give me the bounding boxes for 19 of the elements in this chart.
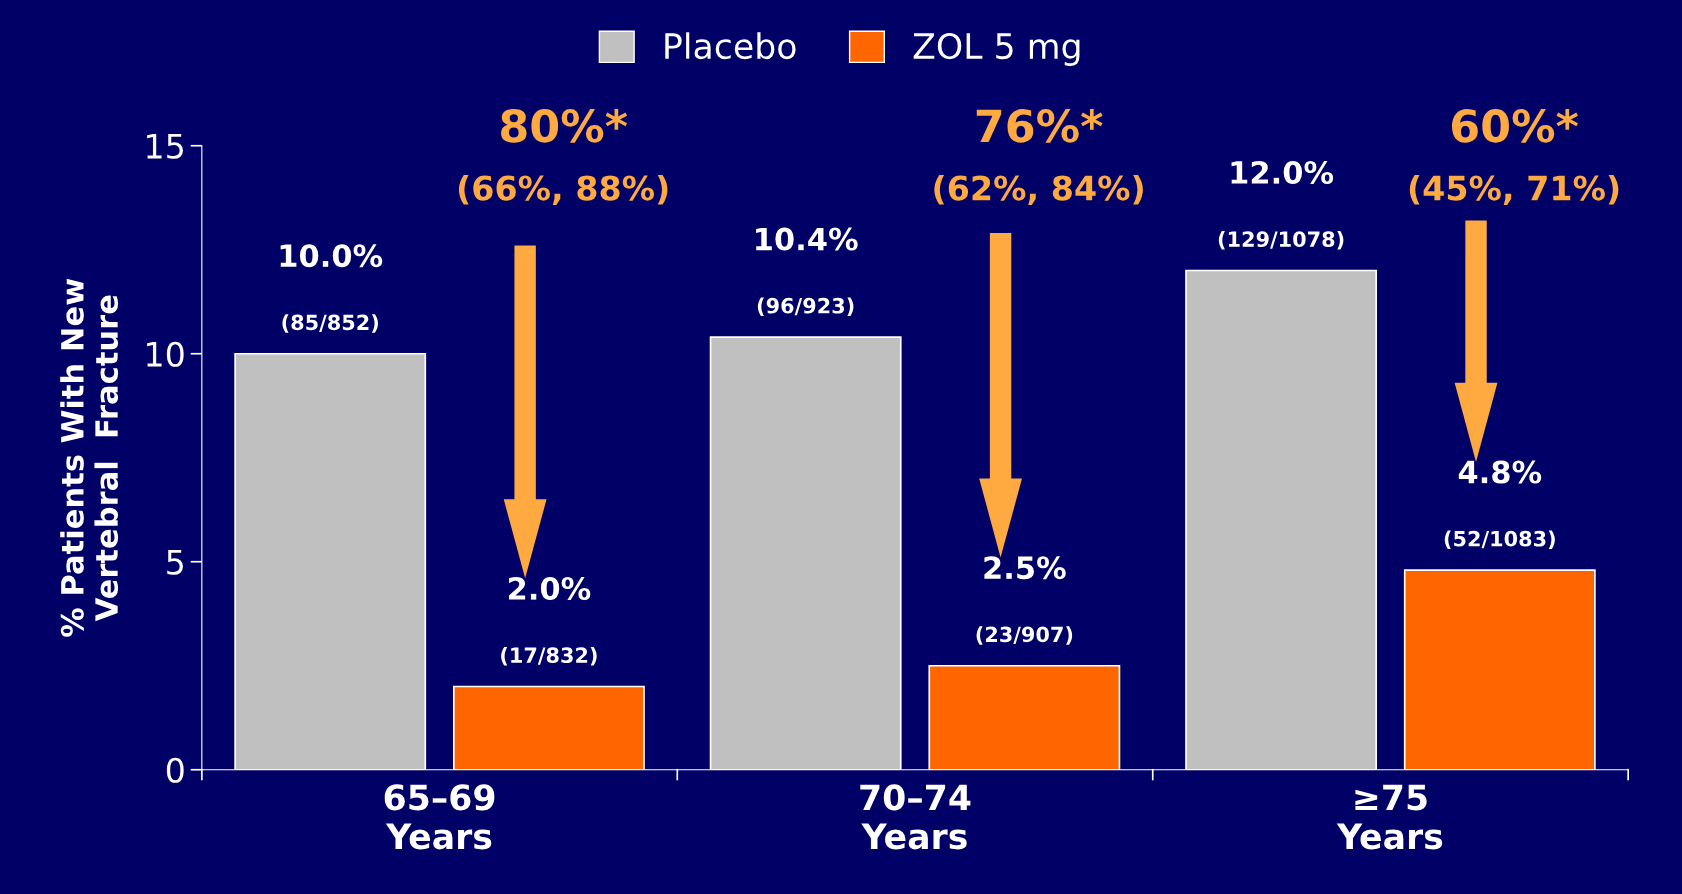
text: 10.0% (85/852) <box>280 244 383 333</box>
legend-label: ZOL 5 mg <box>913 32 1080 66</box>
text: 10.4% (96/923) <box>756 227 858 317</box>
y-tick-label: 5 <box>167 550 183 575</box>
x-tick-label: ≥75 Years <box>1336 784 1443 850</box>
y-tick-label: 0 <box>166 757 184 783</box>
x-tick-label: 70–74 Years <box>860 784 971 850</box>
annotation: 60%* (45%, 71%) <box>1409 109 1619 205</box>
x-tick-label: 65–69 Years <box>384 784 495 850</box>
y-tick-label: 10 <box>147 341 184 367</box>
legend-label: Placebo <box>665 32 796 60</box>
text: 4.8% (52/1083) <box>1444 460 1555 550</box>
text: 2.5% (23/907) <box>976 556 1073 645</box>
annotation: 76%* (62%, 84%) <box>934 109 1143 205</box>
y-axis-title: % Patients With New Vertebral Fracture <box>60 278 119 637</box>
y-tick-label: 15 <box>147 134 183 159</box>
text: 2.0% (17/832) <box>501 576 597 666</box>
text: 12.0% (129/1078) <box>1218 160 1344 250</box>
annotation: 80%* (66%, 88%) <box>458 109 668 205</box>
